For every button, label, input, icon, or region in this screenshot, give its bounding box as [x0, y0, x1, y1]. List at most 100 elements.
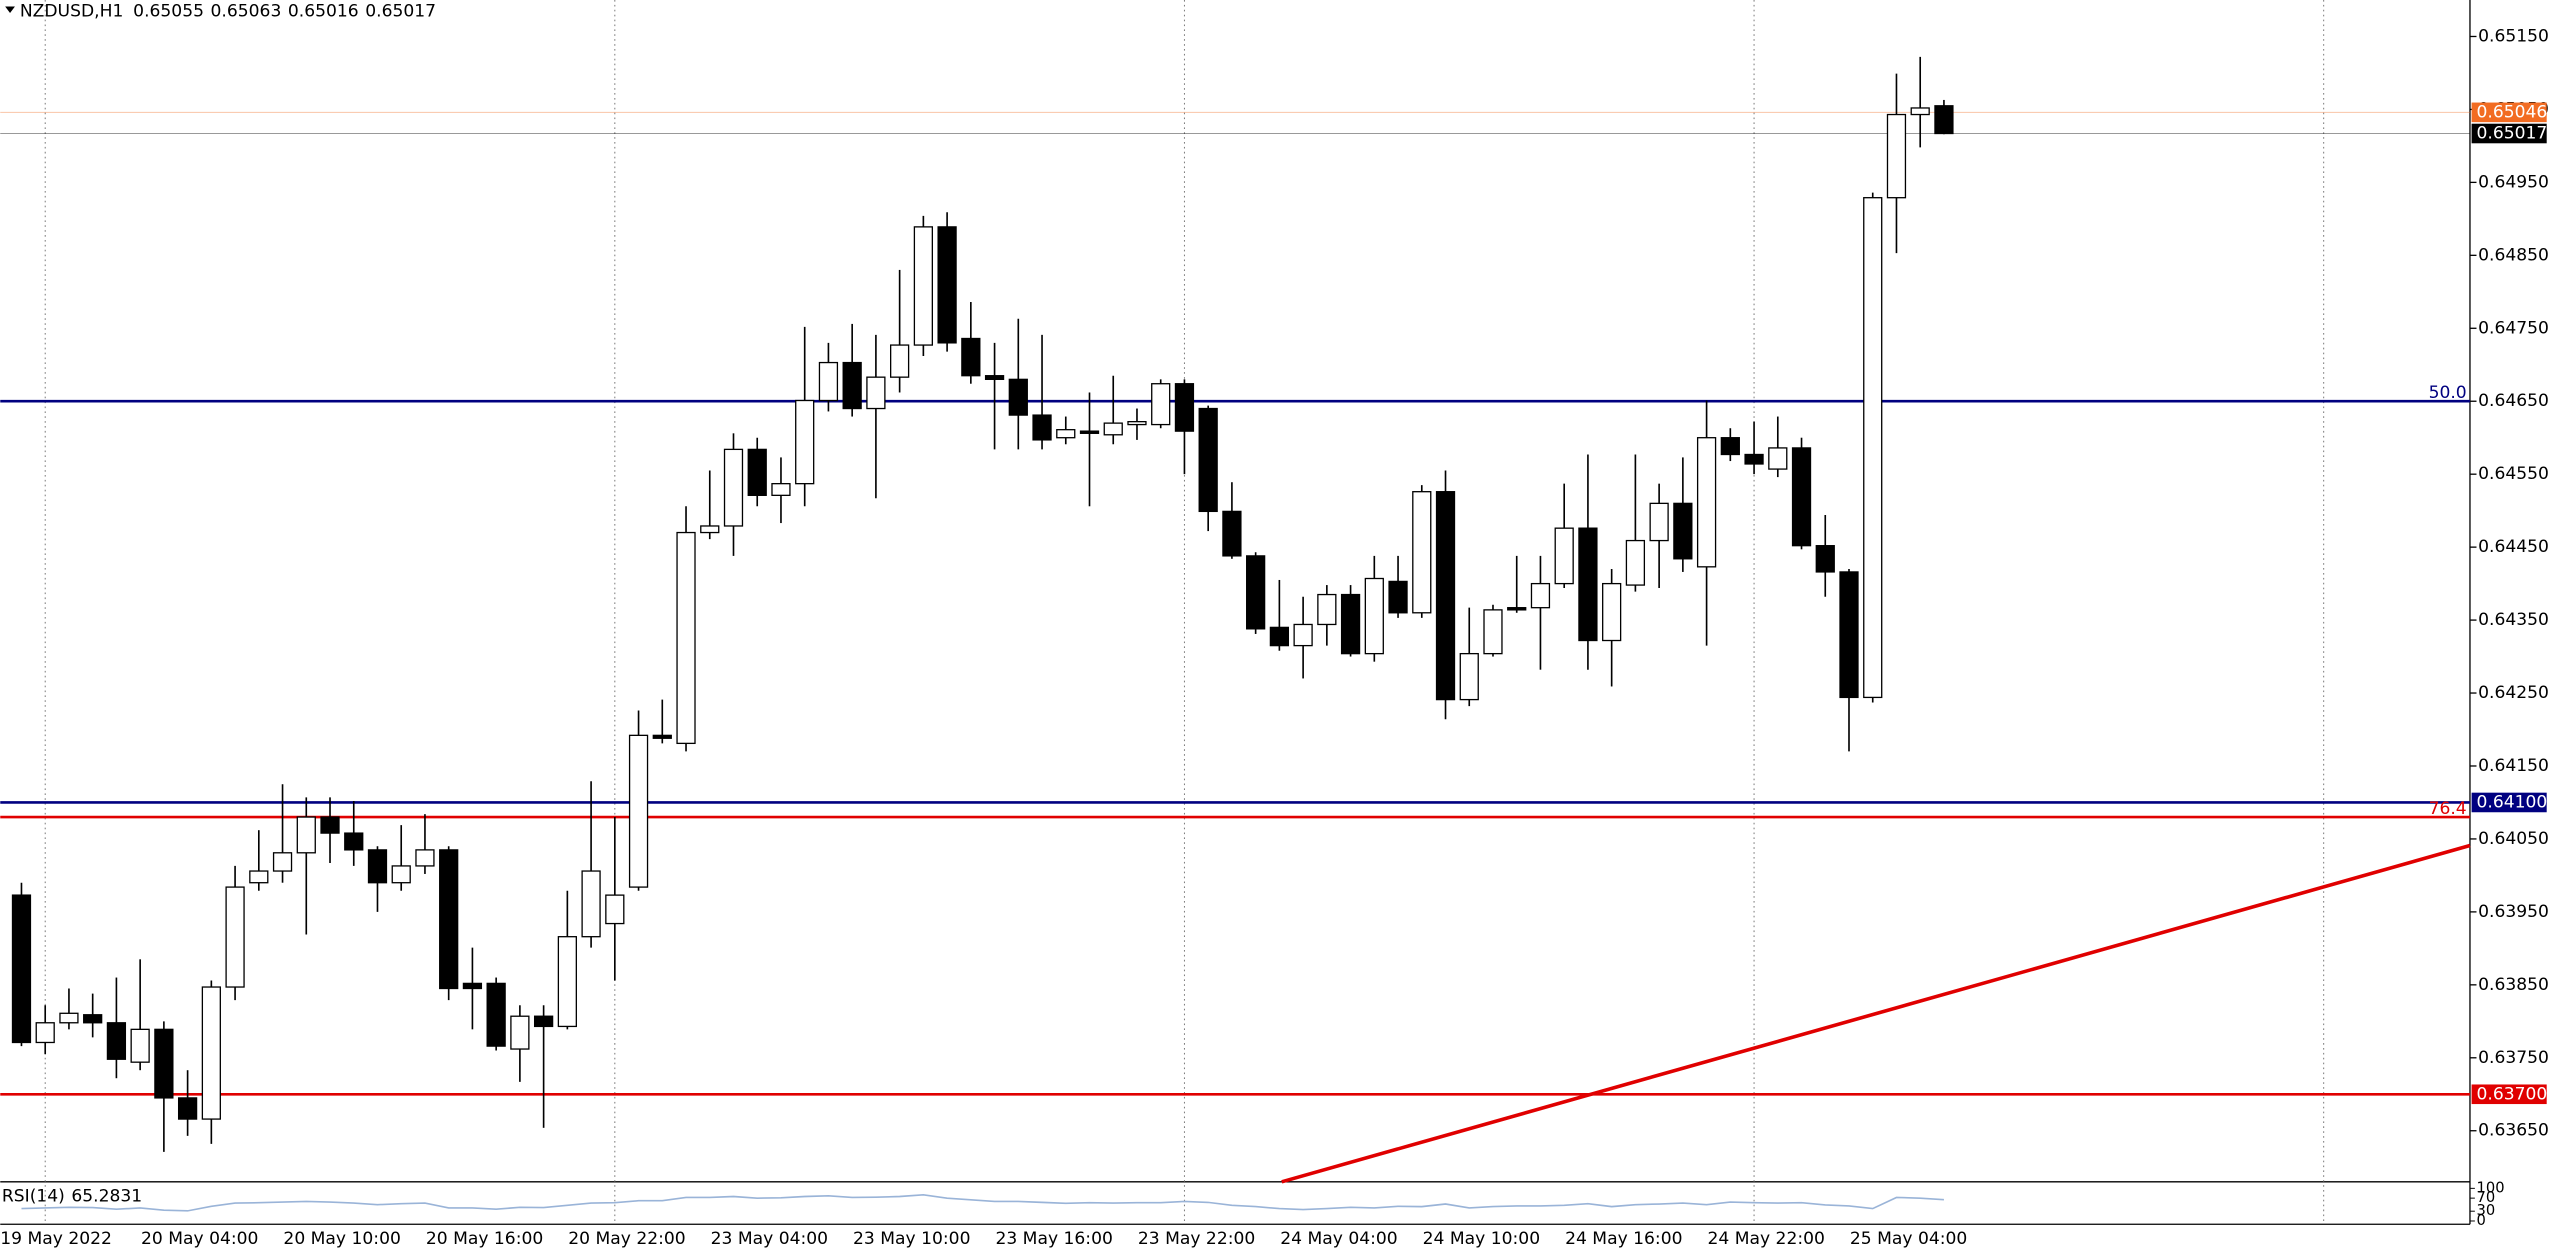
- rsi-line: [21, 1194, 1944, 1212]
- y-tick-label: 0.64550: [2478, 464, 2549, 484]
- candle-body: [700, 525, 720, 534]
- candle-body: [961, 337, 981, 377]
- level-text: 50.0: [2429, 383, 2467, 403]
- candle-body: [1032, 414, 1052, 441]
- candle-body: [272, 852, 293, 872]
- level-price-label: 0.65046: [2477, 102, 2548, 122]
- candle-body: [1910, 107, 1930, 116]
- rsi-label: RSI(14) 65.2831: [2, 1187, 142, 1207]
- candle-body: [11, 894, 32, 1044]
- candle-body: [154, 1028, 174, 1099]
- candle-body: [439, 849, 459, 990]
- candle-body: [59, 1012, 79, 1024]
- candle-body: [1151, 383, 1171, 426]
- candle-body: [1744, 453, 1764, 465]
- candle-body: [1768, 447, 1788, 470]
- x-tick-label: 20 May 22:00: [568, 1229, 685, 1249]
- candle-body: [1791, 447, 1812, 547]
- rsi-tick-label: 30: [2477, 1202, 2496, 1219]
- candle-body: [1174, 383, 1195, 432]
- candle-body: [605, 894, 625, 925]
- candle-body: [818, 361, 839, 402]
- candle-body: [1483, 609, 1503, 655]
- candle-body: [1103, 422, 1123, 436]
- candle-body: [1530, 582, 1551, 609]
- candle-body: [225, 886, 245, 988]
- candle-body: [1222, 510, 1242, 557]
- candle-body: [1056, 429, 1076, 439]
- candle-body: [415, 849, 435, 867]
- y-tick-label: 0.63750: [2478, 1048, 2549, 1068]
- candle-body: [1127, 421, 1147, 426]
- candle-body: [1649, 502, 1669, 542]
- candle-body: [723, 448, 744, 527]
- y-tick-label: 0.64250: [2478, 683, 2549, 703]
- rsi-tick-label: 0: [2477, 1212, 2486, 1229]
- candle-body: [1246, 555, 1266, 630]
- y-tick-label: 0.64150: [2478, 756, 2549, 776]
- candle-body: [83, 1014, 103, 1024]
- candle-body: [842, 361, 862, 410]
- level-text: 76.4: [2429, 799, 2467, 819]
- y-tick-label: 0.63950: [2478, 902, 2549, 922]
- candle-body: [1293, 623, 1313, 647]
- x-tick-label: 20 May 04:00: [141, 1229, 258, 1249]
- chart-header: NZDUSD,H1 0.65055 0.65063 0.65016 0.65017: [20, 1, 436, 21]
- candle-body: [628, 734, 649, 888]
- x-tick-label: 23 May 10:00: [853, 1229, 970, 1249]
- candle-body: [1008, 378, 1028, 416]
- candle-body: [937, 226, 957, 344]
- candle-body: [1412, 491, 1432, 614]
- candle-body: [1625, 539, 1646, 586]
- trendline: [1281, 843, 2471, 1184]
- candle-body: [391, 865, 411, 884]
- candle-body: [890, 344, 910, 378]
- ohlc-high: 0.65063: [211, 1, 282, 21]
- candle-body: [1364, 577, 1384, 655]
- ohlc-open: 0.65055: [133, 1, 204, 21]
- level-price-label: 0.63700: [2477, 1084, 2548, 1104]
- level-price-box: [2471, 1084, 2547, 1105]
- candle-body: [1079, 430, 1100, 434]
- candle-body: [866, 376, 886, 410]
- candle-body: [1435, 491, 1456, 701]
- x-tick-label: 20 May 10:00: [283, 1229, 400, 1249]
- candle-body: [486, 982, 506, 1047]
- candle-body: [1934, 105, 1954, 135]
- y-tick-label: 0.64050: [2478, 829, 2549, 849]
- x-tick-label: 23 May 22:00: [1138, 1229, 1255, 1249]
- candle-body: [1507, 607, 1527, 611]
- candle-body: [35, 1022, 55, 1044]
- candle-body: [177, 1097, 198, 1120]
- candle-body: [1602, 582, 1622, 642]
- y-tick-label: 0.63850: [2478, 975, 2549, 995]
- x-tick-label: 20 May 16:00: [426, 1229, 543, 1249]
- candle-body: [984, 375, 1005, 380]
- y-tick-label: 0.64750: [2478, 318, 2549, 338]
- candle-body: [652, 734, 672, 739]
- candle-body: [1198, 407, 1218, 513]
- candle-body: [1317, 593, 1337, 626]
- x-tick-label: 24 May 04:00: [1280, 1229, 1397, 1249]
- x-tick-label: 23 May 16:00: [995, 1229, 1112, 1249]
- x-tick-label: 19 May 2022: [0, 1229, 112, 1249]
- ohlc-close: 0.65017: [365, 1, 436, 21]
- candle-body: [1269, 626, 1290, 647]
- x-tick-label: 25 May 04:00: [1850, 1229, 1967, 1249]
- candle-body: [106, 1022, 127, 1060]
- candle-body: [462, 982, 483, 990]
- level-price-label: 0.64100: [2477, 792, 2548, 812]
- candle-body: [367, 849, 388, 884]
- rsi-tick-label: 100: [2477, 1179, 2505, 1196]
- candle-body: [913, 226, 933, 346]
- x-tick-label: 24 May 16:00: [1565, 1229, 1682, 1249]
- collapse-icon: [5, 6, 15, 14]
- candle-body: [1578, 527, 1598, 642]
- candle-body: [1815, 545, 1835, 573]
- candle-body: [1388, 580, 1408, 614]
- candle-body: [130, 1028, 150, 1063]
- level-price-box: [2471, 102, 2547, 123]
- candle-body: [1340, 593, 1361, 655]
- candle-body: [1459, 652, 1479, 701]
- candle-body: [320, 816, 340, 834]
